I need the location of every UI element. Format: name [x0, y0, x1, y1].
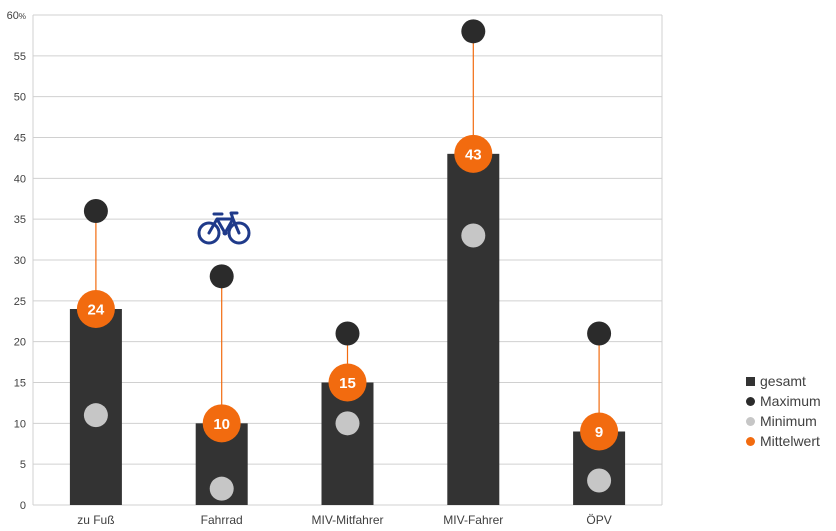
y-tick-label: 40 — [14, 173, 26, 185]
bar-gesamt — [321, 382, 374, 505]
marker-maximum — [209, 264, 234, 289]
mittelwert-label: 15 — [339, 375, 356, 392]
legend-swatch — [746, 376, 755, 386]
y-unit-label: % — [19, 12, 26, 21]
marker-minimum — [461, 223, 486, 248]
legend-label: Mittelwert — [760, 433, 820, 449]
x-tick-label: zu Fuß — [77, 513, 114, 527]
legend-label: Maximum — [760, 393, 821, 409]
legend-swatch — [746, 436, 755, 446]
x-tick-label: Fahrrad — [201, 513, 243, 527]
legend-item: Minimum — [746, 411, 821, 431]
mittelwert-label: 24 — [88, 302, 105, 319]
marker-mittelwert — [454, 134, 493, 173]
mittelwert-label: 9 — [595, 424, 603, 441]
y-tick-label: 30 — [14, 255, 26, 267]
marker-mittelwert — [202, 404, 241, 443]
marker-mittelwert — [76, 290, 115, 328]
legend-item: Mittelwert — [746, 431, 821, 451]
bars — [69, 153, 626, 506]
marker-minimum — [335, 411, 360, 436]
mittelwert-label: 43 — [465, 146, 482, 163]
y-tick-label: 5 — [20, 459, 26, 471]
y-tick-label: 55 — [14, 51, 26, 63]
marker-minimum — [587, 468, 612, 493]
y-axis: 0 5 10 15 20 25 30 35 40 45 50 55 60% — [7, 10, 26, 512]
legend-label: Minimum — [760, 413, 817, 429]
legend-swatch — [746, 396, 755, 406]
bicycle-icon — [197, 211, 251, 245]
legend-item: gesamt — [746, 371, 821, 391]
marker-maximum — [587, 321, 612, 346]
y-tick-label: 45 — [14, 133, 26, 145]
y-tick-label: 50 — [14, 92, 26, 104]
x-axis: zu Fuß Fahrrad MIV-Mitfahrer MIV-Fahrer ÖPV — [77, 513, 612, 527]
marker-minimum — [209, 476, 234, 501]
legend-swatch — [746, 416, 755, 426]
marker-maximum — [83, 199, 108, 223]
y-tick-label: 0 — [20, 500, 26, 512]
marker-maximum — [461, 19, 486, 44]
y-tick-label: 25 — [14, 296, 26, 308]
marker-mittelwert — [580, 412, 619, 451]
marker-maximum — [335, 321, 360, 346]
legend-item: Maximum — [746, 391, 821, 411]
y-tick-label: 10 — [14, 418, 26, 430]
legend: gesamt Maximum Minimum Mittelwert — [746, 371, 821, 451]
marker-mittelwert — [328, 363, 367, 402]
mittelwert-label: 10 — [213, 416, 230, 433]
y-tick-label: 60% — [7, 10, 26, 22]
y-tick-label: 15 — [14, 378, 26, 390]
x-tick-label: MIV-Mitfahrer — [311, 513, 383, 527]
y-tick-label: 35 — [14, 214, 26, 226]
x-tick-label: MIV-Fahrer — [443, 513, 503, 527]
legend-label: gesamt — [760, 373, 806, 389]
y-tick-label: 20 — [14, 337, 26, 349]
marker-minimum — [83, 403, 108, 428]
markers: 24 10 15 43 9 — [76, 19, 619, 501]
x-tick-label: ÖPV — [586, 513, 611, 527]
bar-gesamt — [447, 153, 500, 506]
